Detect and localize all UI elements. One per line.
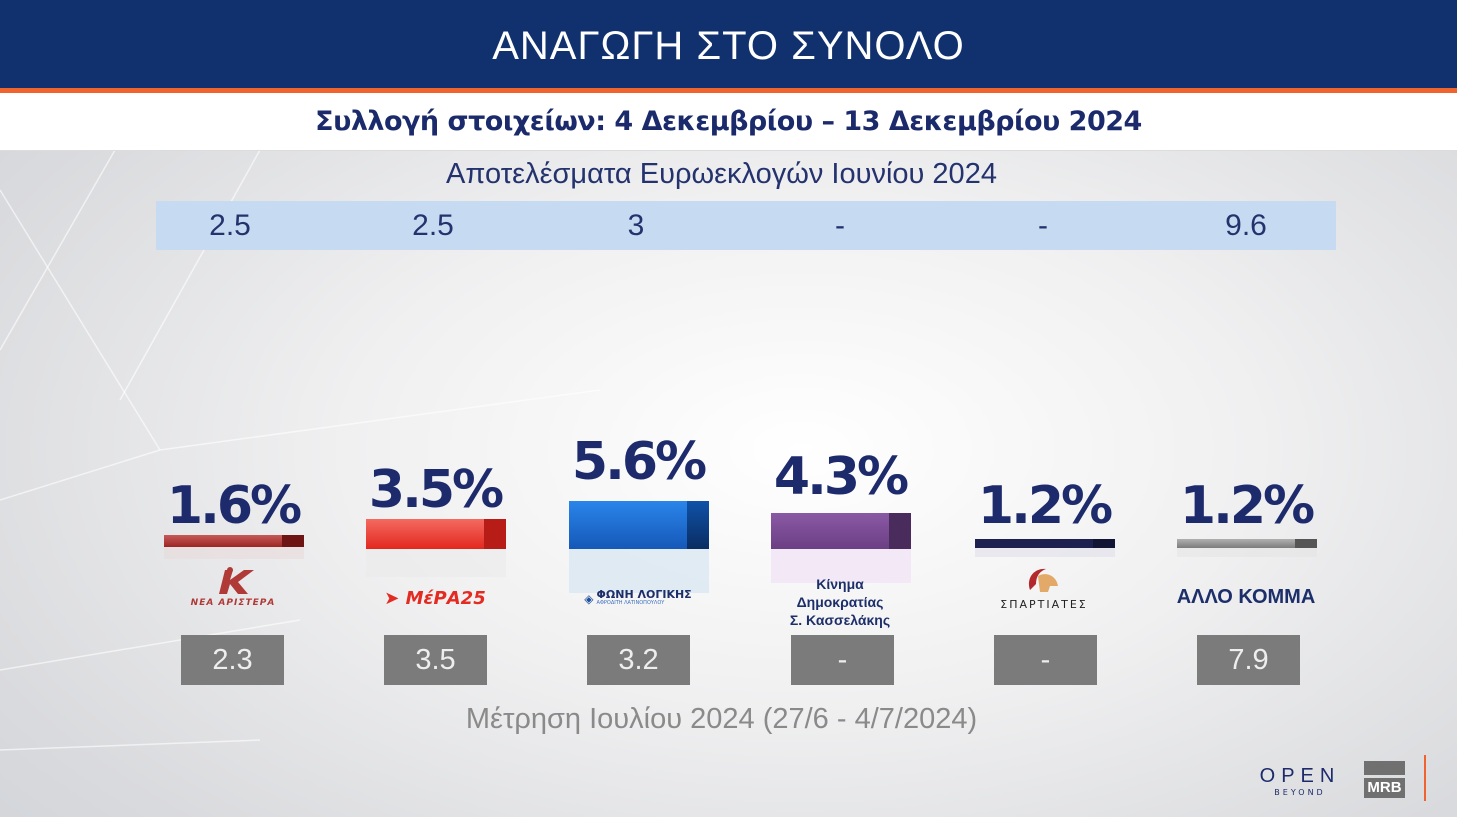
header-banner: ΑΝΑΓΩΓΗ ΣΤΟ ΣΥΝΟΛΟ xyxy=(0,0,1457,88)
accent-stripe xyxy=(0,88,1457,93)
party-percentage: 4.3% xyxy=(773,447,909,507)
brand-divider xyxy=(1424,755,1426,801)
bar-reflection xyxy=(1177,548,1317,557)
party-name-line2: Δημοκρατίας xyxy=(796,594,884,610)
foni-logikis-diamond-icon: ◈ xyxy=(584,592,594,606)
euro-value: 2.5 xyxy=(209,209,251,242)
kinima-logo-text: Κίνημα Δημοκρατίας Σ. Κασσελάκης xyxy=(765,575,915,629)
mera25-logo: ➤ ΜέΡΑ25 xyxy=(360,588,510,609)
open-logo-text: OPEN xyxy=(1259,765,1341,787)
party-name: ΦΩΝΗ ΛΟΓΙΚΗΣ xyxy=(596,588,692,601)
euro-value: 9.6 xyxy=(1225,209,1267,242)
party-name: ΑΛΛΟ ΚΟΜΜΑ xyxy=(1176,586,1316,608)
nea-aristera-logo: ΝΕΑ ΑΡΙΣΤΕΡΑ xyxy=(158,566,308,608)
euro-value: 2.5 xyxy=(412,209,454,242)
party-name: ΜέΡΑ25 xyxy=(405,588,486,609)
party-leader: ΑΦΡΟΔΙΤΗ ΛΑΤΙΝΟΠΟΥΛΟΥ xyxy=(596,600,665,606)
july-value: - xyxy=(791,635,894,685)
euro-results-title: Αποτελέσματα Ευρωεκλογών Ιουνίου 2024 xyxy=(446,158,997,190)
subtitle-bar: Συλλογή στοιχείων: 4 Δεκεμβρίου – 13 Δεκ… xyxy=(0,93,1457,151)
party-percentage: 3.5% xyxy=(368,460,504,520)
party-bar xyxy=(164,535,304,547)
july-value: 3.5 xyxy=(384,635,487,685)
party-percentage: 1.2% xyxy=(1179,476,1315,536)
party-percentage: 1.6% xyxy=(166,476,302,536)
party-name: ΣΠΑΡΤΙΑΤΕΣ xyxy=(1000,598,1088,611)
party-bar xyxy=(569,501,709,549)
collection-period: Συλλογή στοιχείων: 4 Δεκεμβρίου – 13 Δεκ… xyxy=(315,106,1142,137)
spartan-helmet-icon xyxy=(1028,568,1058,592)
nea-aristera-k-icon xyxy=(219,567,254,594)
party-name: ΝΕΑ ΑΡΙΣΤΕΡΑ xyxy=(190,598,276,608)
mrb-logo: MRB xyxy=(1364,761,1405,798)
mrb-logo-text: MRB xyxy=(1364,778,1405,798)
party-bar xyxy=(771,513,911,549)
euro-value: - xyxy=(835,209,845,242)
page-title: ΑΝΑΓΩΓΗ ΣΤΟ ΣΥΝΟΛΟ xyxy=(492,23,965,68)
spartiates-logo: ΣΠΑΡΤΙΑΤΕΣ xyxy=(969,566,1119,611)
bar-reflection xyxy=(569,549,709,593)
open-beyond-logo: OPEN BEYOND xyxy=(1258,765,1342,797)
bar-reflection xyxy=(771,549,911,583)
july-value: 7.9 xyxy=(1197,635,1300,685)
party-bar xyxy=(975,539,1115,548)
july-measurement-title: Μέτρηση Ιουλίου 2024 (27/6 - 4/7/2024) xyxy=(465,703,978,735)
bar-reflection xyxy=(975,548,1115,557)
euro-value: 3 xyxy=(627,209,645,242)
euro-results-row: 2.5 2.5 3 - - 9.6 xyxy=(156,201,1336,250)
party-percentage: 1.2% xyxy=(977,476,1113,536)
july-value: 2.3 xyxy=(181,635,284,685)
party-percentage: 5.6% xyxy=(571,432,707,492)
july-value: - xyxy=(994,635,1097,685)
party-bar xyxy=(1177,539,1317,548)
party-name-line1: Κίνημα xyxy=(816,576,864,592)
july-value: 3.2 xyxy=(587,635,690,685)
bar-reflection xyxy=(366,549,506,577)
party-bar xyxy=(366,519,506,549)
mera25-bird-icon: ➤ xyxy=(384,588,400,609)
foni-logikis-logo: ◈ ΦΩΝΗ ΛΟΓΙΚΗΣ ΑΦΡΟΔΙΤΗ ΛΑΤΙΝΟΠΟΥΛΟΥ xyxy=(563,588,713,608)
bar-reflection xyxy=(164,547,304,559)
party-name-line3: Σ. Κασσελάκης xyxy=(789,612,891,628)
euro-value: - xyxy=(1038,209,1048,242)
beyond-logo-text: BEYOND xyxy=(1274,788,1326,797)
